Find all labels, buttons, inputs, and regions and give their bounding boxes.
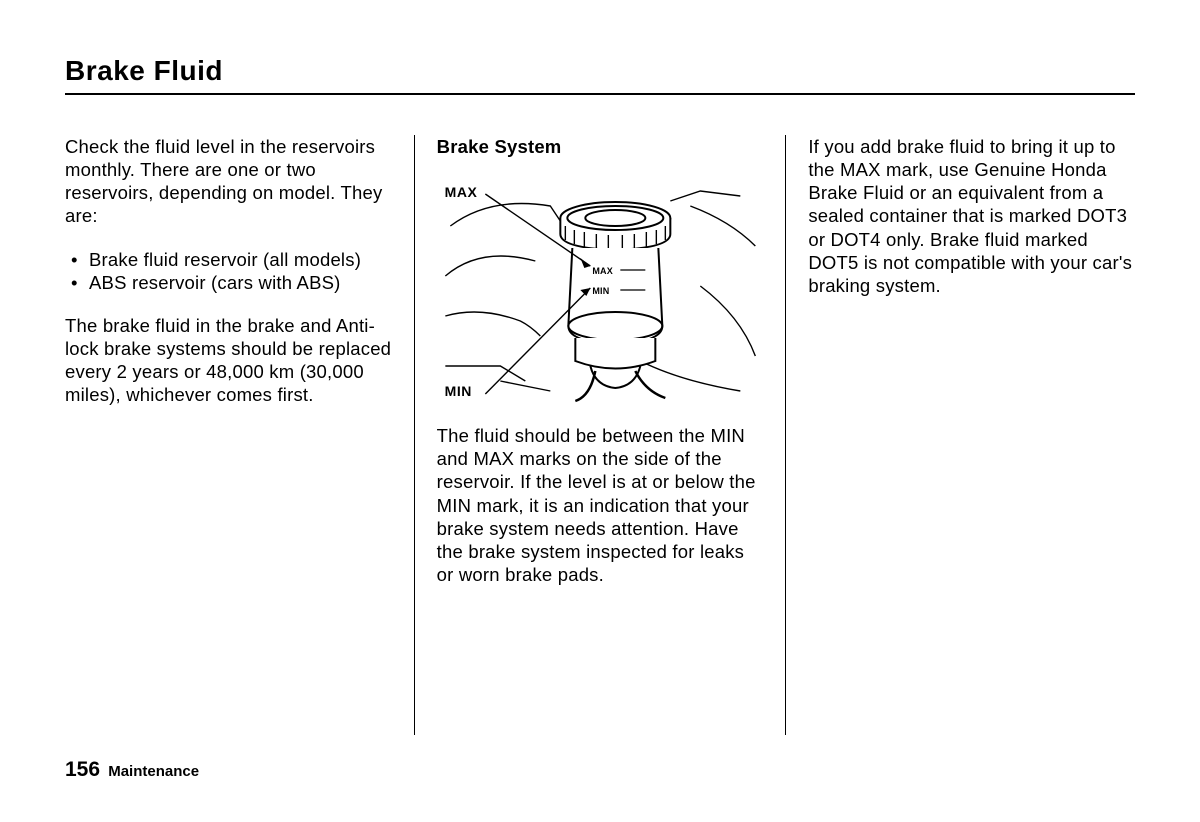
reservoir-svg: MAX MIN bbox=[437, 166, 764, 406]
bullet-text: Brake fluid reservoir (all models) bbox=[89, 248, 361, 271]
bullet-text: ABS reservoir (cars with ABS) bbox=[89, 271, 341, 294]
section-name: Maintenance bbox=[108, 763, 199, 780]
column-1: Check the fluid level in the reser­voirs… bbox=[65, 135, 415, 735]
engraved-max: MAX bbox=[592, 266, 613, 276]
column-2: Brake System MAX MIN bbox=[415, 135, 787, 735]
content-columns: Check the fluid level in the reser­voirs… bbox=[65, 135, 1135, 735]
col1-para2: The brake fluid in the brake and Anti-lo… bbox=[65, 314, 392, 407]
list-item: • ABS reservoir (cars with ABS) bbox=[71, 271, 392, 294]
max-label: MAX bbox=[445, 184, 478, 202]
list-item: • Brake fluid reservoir (all models) bbox=[71, 248, 392, 271]
page-footer: 156 Maintenance bbox=[65, 758, 199, 782]
col2-para: The fluid should be between the MIN and … bbox=[437, 424, 764, 586]
column-3: If you add brake fluid to bring it up to… bbox=[786, 135, 1135, 735]
brake-system-heading: Brake System bbox=[437, 135, 764, 158]
engraved-min: MIN bbox=[592, 286, 609, 296]
col1-bullet-list: • Brake fluid reservoir (all models) • A… bbox=[65, 248, 392, 294]
bullet-dot: • bbox=[71, 248, 89, 271]
page-title: Brake Fluid bbox=[65, 55, 1135, 95]
page-number: 156 bbox=[65, 758, 100, 781]
col3-para: If you add brake fluid to bring it up to… bbox=[808, 135, 1135, 297]
col1-intro: Check the fluid level in the reser­voirs… bbox=[65, 135, 392, 228]
min-label: MIN bbox=[445, 383, 472, 401]
bullet-dot: • bbox=[71, 271, 89, 294]
reservoir-diagram: MAX MIN bbox=[437, 166, 764, 406]
